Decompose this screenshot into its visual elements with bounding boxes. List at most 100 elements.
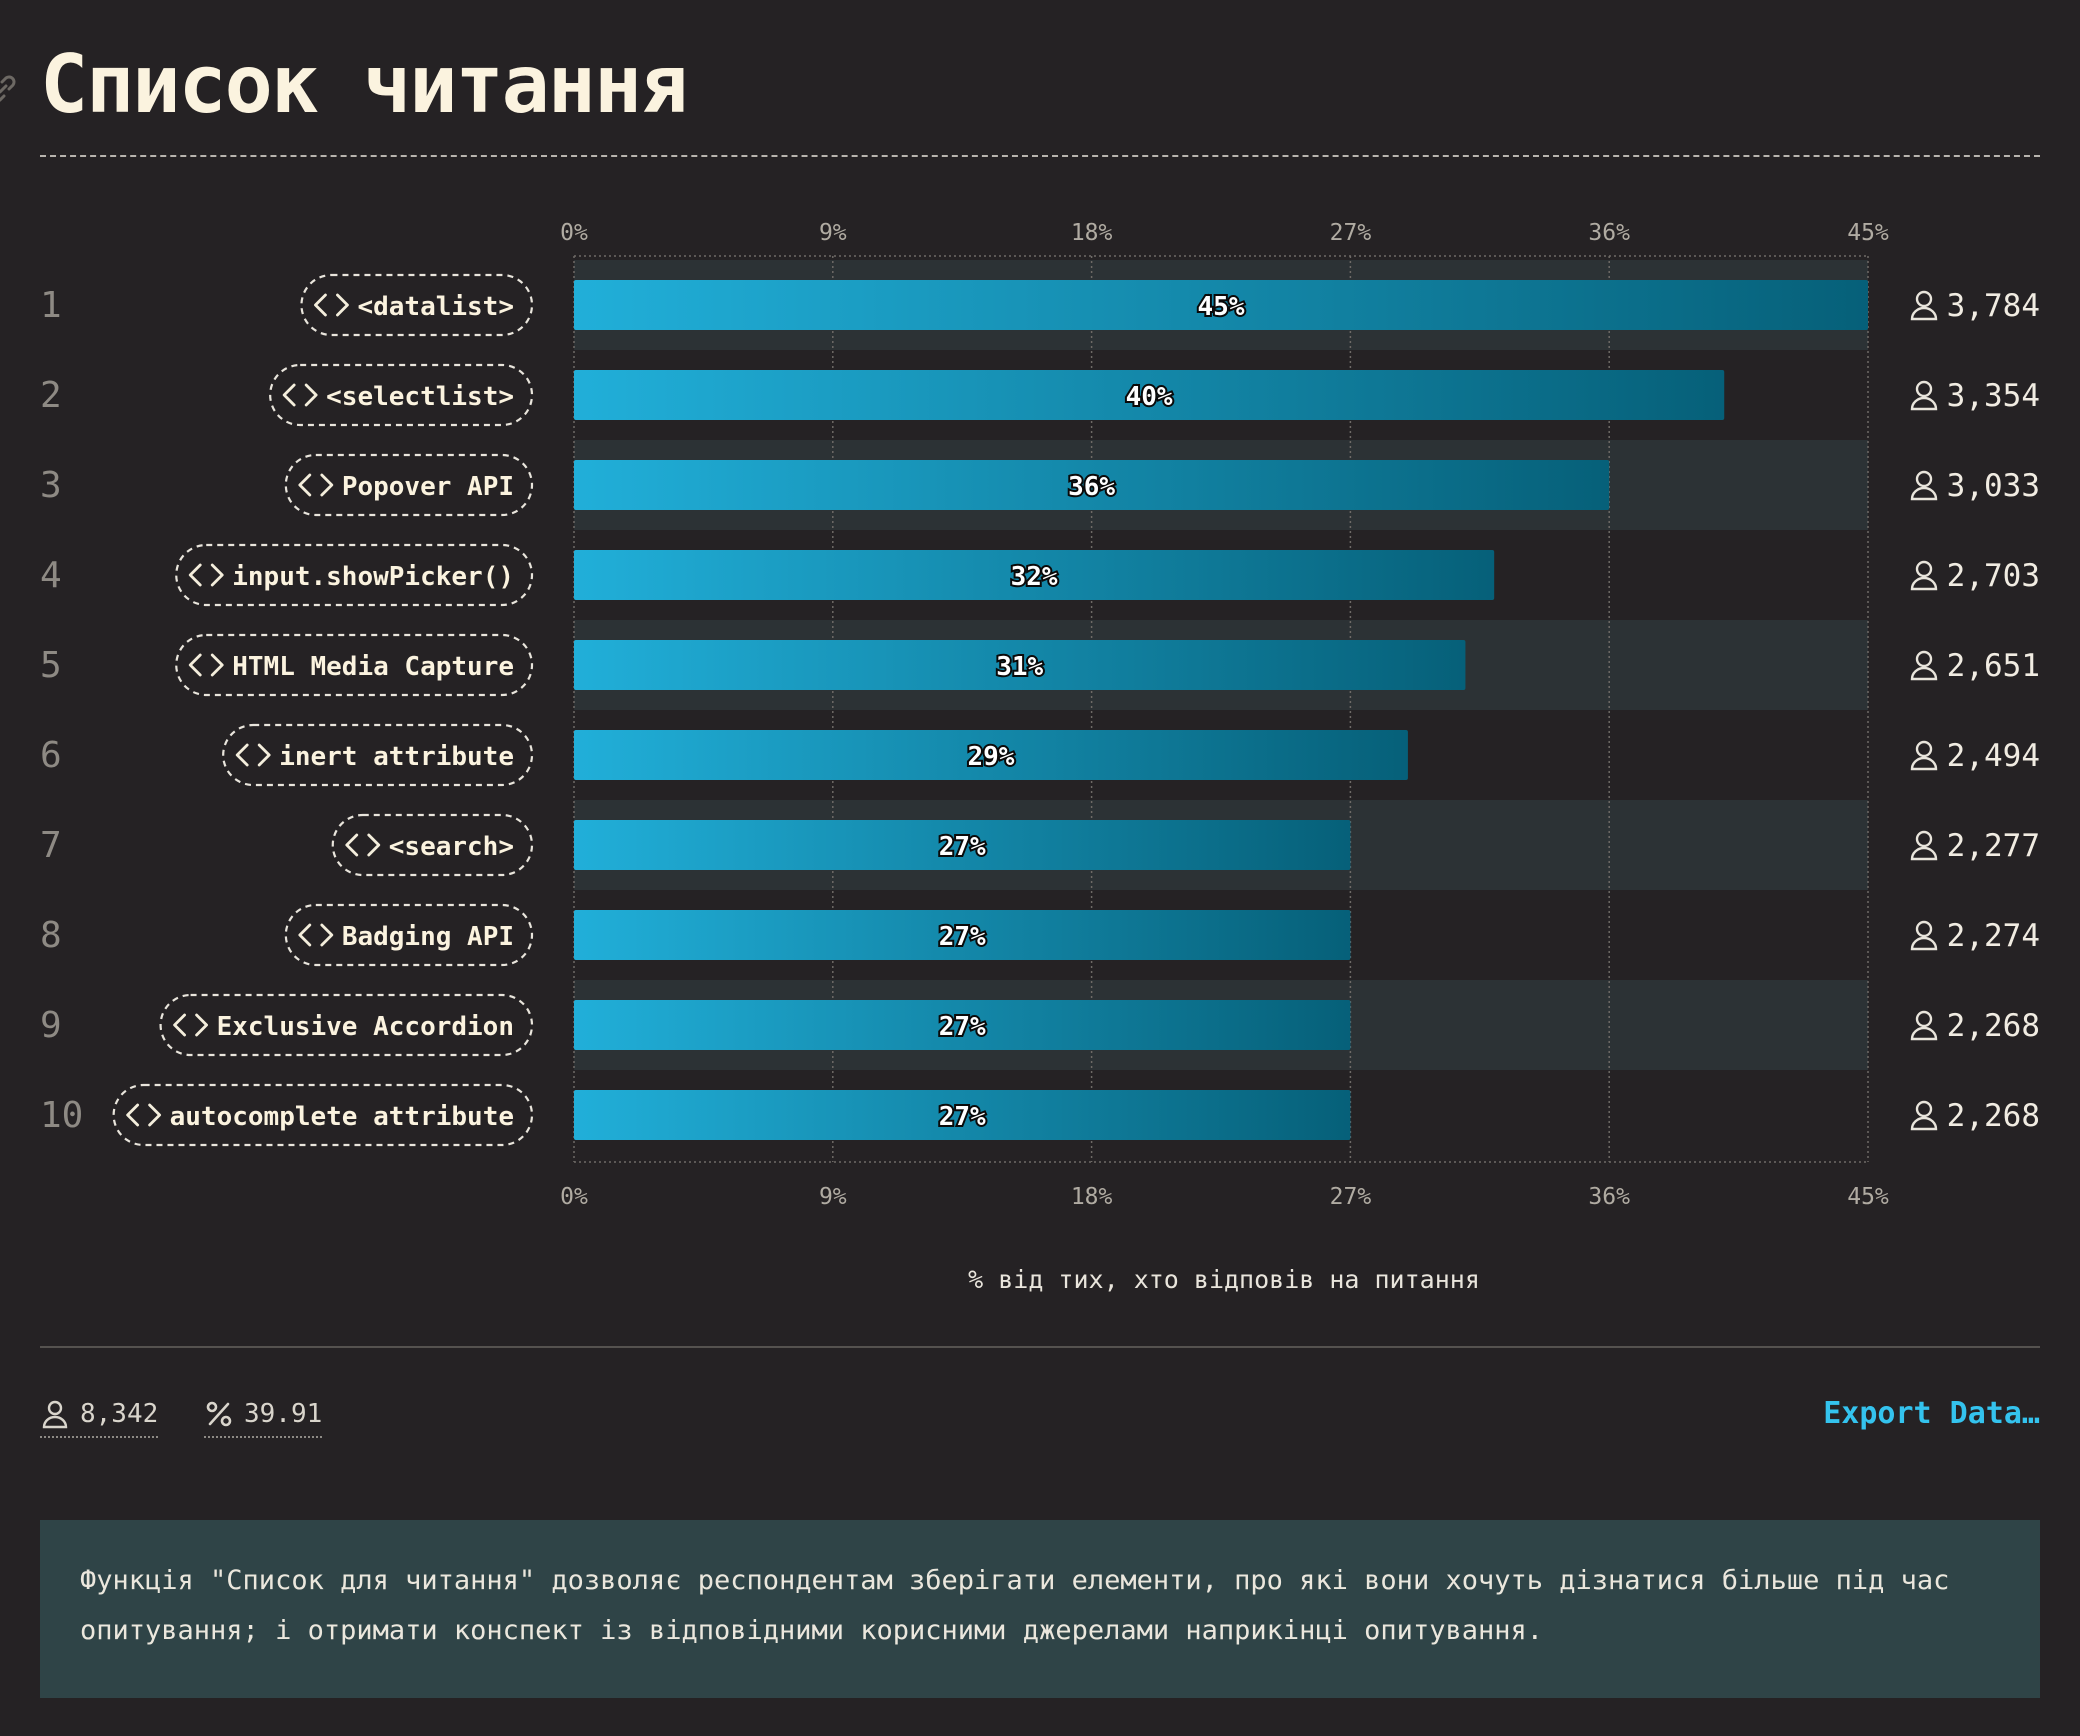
user-icon xyxy=(1910,650,1938,681)
bar-value-label: 27% xyxy=(939,1012,986,1042)
code-brackets-icon xyxy=(298,473,334,497)
bar-value-label: 27% xyxy=(939,922,986,952)
category-pill[interactable]: <datalist> xyxy=(300,273,534,337)
category-label: HTML Media Capture xyxy=(232,652,514,682)
user-icon xyxy=(1910,1010,1938,1041)
rank-number: 9 xyxy=(40,1005,62,1046)
x-tick-label-bottom: 36% xyxy=(1588,1184,1630,1210)
bar-chart: 0% 0% 9% 9% 18% 18% 27% 27% 36% 36% 45% 45% 1 <datali… xyxy=(40,220,2040,1210)
category-pill[interactable]: Exclusive Accordion xyxy=(159,993,534,1057)
category-label: <selectlist> xyxy=(326,382,514,412)
x-tick-label-top: 9% xyxy=(819,220,847,246)
percent-of-total[interactable]: 39.91 xyxy=(204,1392,323,1438)
bar[interactable] xyxy=(574,460,1610,510)
respondent-count-label: 3,354 xyxy=(1947,378,2040,414)
x-tick-label-bottom: 18% xyxy=(1071,1184,1113,1210)
rank-number: 1 xyxy=(40,285,62,326)
export-data-link[interactable]: Export Data… xyxy=(1823,1396,2040,1431)
user-icon xyxy=(1910,920,1938,951)
rank-number: 3 xyxy=(40,465,62,506)
respondent-count[interactable]: 8,342 xyxy=(40,1392,159,1438)
bar-value-label: 27% xyxy=(939,1102,986,1132)
user-icon xyxy=(42,1400,68,1429)
pill-border xyxy=(269,363,534,427)
category-pill[interactable]: Popover API xyxy=(284,453,534,517)
page-title: Список читання xyxy=(40,38,688,131)
x-tick-label-top: 27% xyxy=(1330,220,1372,246)
code-brackets-icon xyxy=(345,833,381,857)
x-tick-label-bottom: 27% xyxy=(1330,1184,1372,1210)
category-label: <search> xyxy=(389,832,514,862)
user-icon xyxy=(1910,380,1938,411)
rank-number: 10 xyxy=(40,1095,83,1136)
respondent-count-label: 3,033 xyxy=(1947,468,2040,504)
bar[interactable] xyxy=(574,550,1495,600)
description-note: Функція "Список для читання" дозволяє ре… xyxy=(40,1520,2040,1698)
bar[interactable] xyxy=(574,280,1868,330)
respondent-count-value: 8,342 xyxy=(80,1399,159,1429)
x-tick-label-bottom: 0% xyxy=(560,1184,588,1210)
x-tick-label-top: 45% xyxy=(1847,220,1889,246)
category-pill[interactable]: HTML Media Capture xyxy=(175,633,534,697)
bar[interactable] xyxy=(574,1000,1351,1050)
code-brackets-icon xyxy=(173,1013,208,1037)
percent-of-total-value: 39.91 xyxy=(244,1399,323,1429)
category-label: inert attribute xyxy=(279,742,514,772)
code-brackets-icon xyxy=(314,293,349,317)
user-icon xyxy=(1910,1100,1938,1131)
pill-border xyxy=(222,723,534,787)
description-text: Функція "Список для читання" дозволяє ре… xyxy=(80,1565,1950,1646)
bar[interactable] xyxy=(574,820,1351,870)
pill-border xyxy=(284,453,534,517)
category-pill[interactable]: <selectlist> xyxy=(269,363,534,427)
category-label: Exclusive Accordion xyxy=(217,1012,514,1042)
category-pill[interactable]: <search> xyxy=(331,813,534,877)
respondent-count-label: 3,784 xyxy=(1947,288,2040,324)
rank-number: 8 xyxy=(40,915,62,956)
code-brackets-icon xyxy=(126,1103,162,1127)
code-brackets-icon xyxy=(235,743,271,767)
respondent-count-label: 2,268 xyxy=(1947,1008,2040,1044)
x-tick-label-top: 0% xyxy=(560,220,588,246)
bar-value-label: 40% xyxy=(1126,382,1173,412)
bar[interactable] xyxy=(574,640,1466,690)
x-tick-label-top: 36% xyxy=(1588,220,1630,246)
category-label: input.showPicker() xyxy=(232,562,514,592)
footer-divider xyxy=(40,1346,2040,1348)
pill-border xyxy=(175,633,534,697)
rank-number: 6 xyxy=(40,735,62,776)
user-icon xyxy=(1910,830,1938,861)
bar-value-label: 31% xyxy=(996,652,1043,682)
respondent-count-label: 2,274 xyxy=(1947,918,2040,954)
bar[interactable] xyxy=(574,1090,1351,1140)
category-pill[interactable]: input.showPicker() xyxy=(175,543,534,607)
code-brackets-icon xyxy=(188,653,224,677)
user-icon xyxy=(1910,740,1938,771)
bar-value-label: 36% xyxy=(1068,472,1115,502)
bar-value-label: 27% xyxy=(939,832,986,862)
bar-value-label: 29% xyxy=(967,742,1014,772)
bar[interactable] xyxy=(574,370,1725,420)
respondent-count-label: 2,277 xyxy=(1947,828,2040,864)
user-icon xyxy=(1910,560,1938,591)
link-icon[interactable] xyxy=(0,72,20,106)
pill-border xyxy=(284,903,534,967)
respondent-count-label: 2,494 xyxy=(1947,738,2040,774)
bar-value-label: 45% xyxy=(1198,292,1245,322)
bar[interactable] xyxy=(574,730,1408,780)
category-pill[interactable]: inert attribute xyxy=(222,723,534,787)
bar-value-label: 32% xyxy=(1011,562,1058,592)
category-pill[interactable]: autocomplete attribute xyxy=(112,1083,534,1147)
category-label: Popover API xyxy=(342,472,514,502)
rank-number: 4 xyxy=(40,555,62,596)
x-axis-title: % від тих, хто відповів на питання xyxy=(968,1265,1480,1294)
category-label: <datalist> xyxy=(357,292,514,322)
x-tick-label-bottom: 45% xyxy=(1847,1184,1889,1210)
code-brackets-icon xyxy=(298,923,334,947)
category-label: autocomplete attribute xyxy=(170,1102,514,1132)
title-divider xyxy=(40,155,2040,157)
bar[interactable] xyxy=(574,910,1351,960)
respondent-count-label: 2,703 xyxy=(1947,558,2040,594)
category-pill[interactable]: Badging API xyxy=(284,903,534,967)
user-icon xyxy=(1910,470,1938,501)
